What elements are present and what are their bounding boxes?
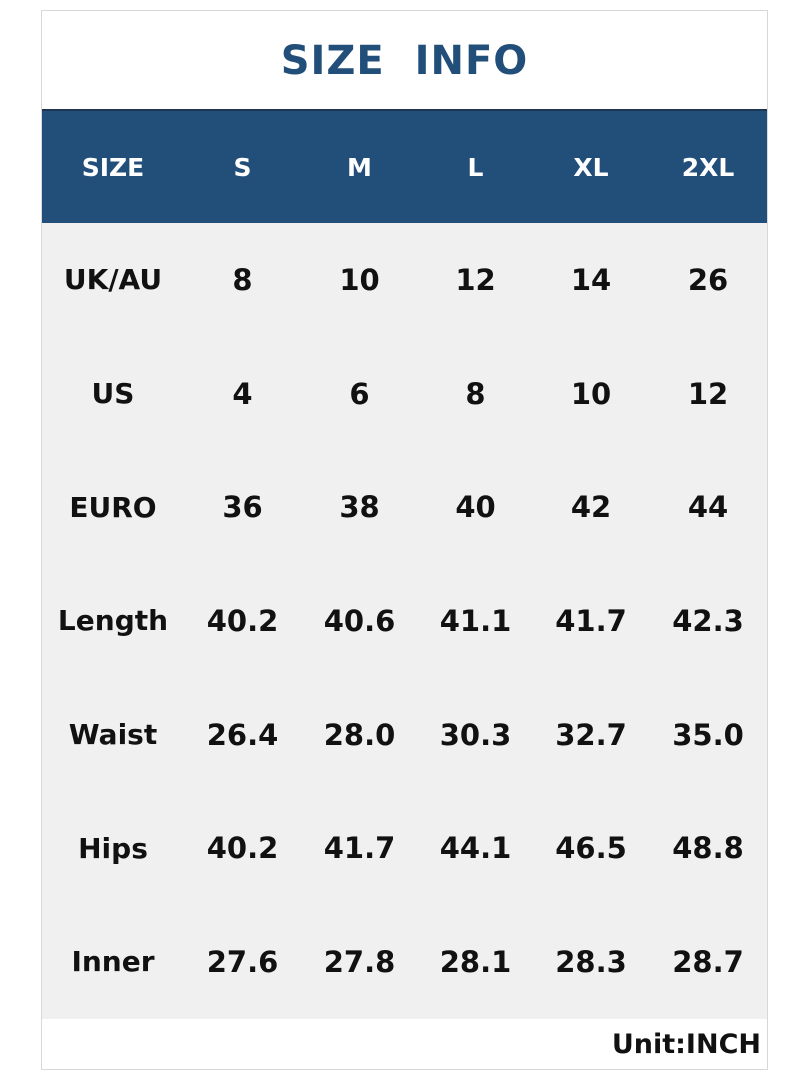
table-cell: 44 bbox=[687, 490, 729, 525]
table-cell: 41.7 bbox=[323, 831, 396, 866]
table-cell: 40 bbox=[455, 490, 496, 525]
table-row-length: Length 40.2 40.6 41.1 41.7 42.3 bbox=[42, 564, 767, 678]
table-cell: 40.2 bbox=[206, 603, 279, 638]
table-cell: 28.7 bbox=[672, 944, 744, 979]
table-cell: 27.8 bbox=[323, 944, 396, 979]
table-cell: 48.8 bbox=[672, 831, 744, 866]
chart-title: SIZE INFO bbox=[280, 37, 529, 84]
header-size-xl: XL bbox=[573, 152, 609, 182]
header-size-s: S bbox=[233, 152, 252, 182]
footer: Unit:INCH bbox=[42, 1019, 767, 1069]
table-cell: 28.3 bbox=[555, 944, 627, 979]
table-cell: 8 bbox=[465, 376, 486, 411]
table-cell: 42.3 bbox=[672, 603, 744, 638]
table-cell: 14 bbox=[570, 262, 612, 297]
row-label: Hips bbox=[78, 831, 148, 865]
table-cell: 26 bbox=[687, 262, 729, 297]
header-size-2xl: 2XL bbox=[681, 152, 735, 182]
table-row-euro: EURO 36 38 40 42 44 bbox=[42, 450, 767, 564]
row-label: Inner bbox=[71, 945, 155, 979]
table-cell: 28.1 bbox=[439, 944, 512, 979]
table-cell: 44.1 bbox=[439, 831, 512, 866]
row-label: EURO bbox=[69, 490, 157, 524]
row-label: US bbox=[91, 377, 135, 411]
table-cell: 30.3 bbox=[439, 717, 512, 752]
row-label: Length bbox=[57, 604, 169, 638]
table-cell: 35.0 bbox=[672, 717, 744, 752]
table-cell: 36 bbox=[222, 490, 263, 525]
table-cell: 42 bbox=[570, 490, 612, 525]
table-cell: 10 bbox=[570, 376, 612, 411]
unit-label: Unit:INCH bbox=[611, 1029, 761, 1060]
table-cell: 41.7 bbox=[555, 603, 627, 638]
table-row-inner: Inner 27.6 27.8 28.1 28.3 28.7 bbox=[42, 905, 767, 1019]
table-cell: 6 bbox=[349, 376, 370, 411]
table-row-us: US 4 6 8 10 12 bbox=[42, 337, 767, 451]
row-label: UK/AU bbox=[63, 263, 163, 297]
table-cell: 8 bbox=[232, 262, 253, 297]
table-row-uk-au: UK/AU 8 10 12 14 26 bbox=[42, 223, 767, 337]
table-cell: 38 bbox=[339, 490, 380, 525]
table-cell: 26.4 bbox=[206, 717, 279, 752]
table-row-hips: Hips 40.2 41.7 44.1 46.5 48.8 bbox=[42, 791, 767, 905]
table-cell: 27.6 bbox=[206, 944, 279, 979]
table-cell: 32.7 bbox=[555, 717, 627, 752]
table-cell: 28.0 bbox=[323, 717, 396, 752]
table-cell: 12 bbox=[455, 262, 496, 297]
header-row: SIZE S M L XL 2XL bbox=[42, 111, 767, 223]
size-chart: SIZE INFO SIZE S M L XL 2XL UK/AU 8 10 1… bbox=[41, 10, 768, 1070]
title-divider bbox=[42, 109, 767, 111]
table-cell: 10 bbox=[339, 262, 380, 297]
size-table-body: UK/AU 8 10 12 14 26 US 4 6 8 10 12 EURO … bbox=[42, 223, 767, 1019]
header-size-l: L bbox=[467, 152, 484, 182]
header-size-label: SIZE bbox=[81, 152, 145, 182]
header-size-m: M bbox=[347, 152, 372, 182]
row-label: Waist bbox=[68, 718, 158, 752]
table-cell: 46.5 bbox=[555, 831, 627, 866]
table-cell: 40.2 bbox=[206, 831, 279, 866]
table-cell: 12 bbox=[687, 376, 729, 411]
table-cell: 41.1 bbox=[439, 603, 512, 638]
table-cell: 4 bbox=[232, 376, 253, 411]
table-cell: 40.6 bbox=[323, 603, 396, 638]
table-row-waist: Waist 26.4 28.0 30.3 32.7 35.0 bbox=[42, 678, 767, 792]
